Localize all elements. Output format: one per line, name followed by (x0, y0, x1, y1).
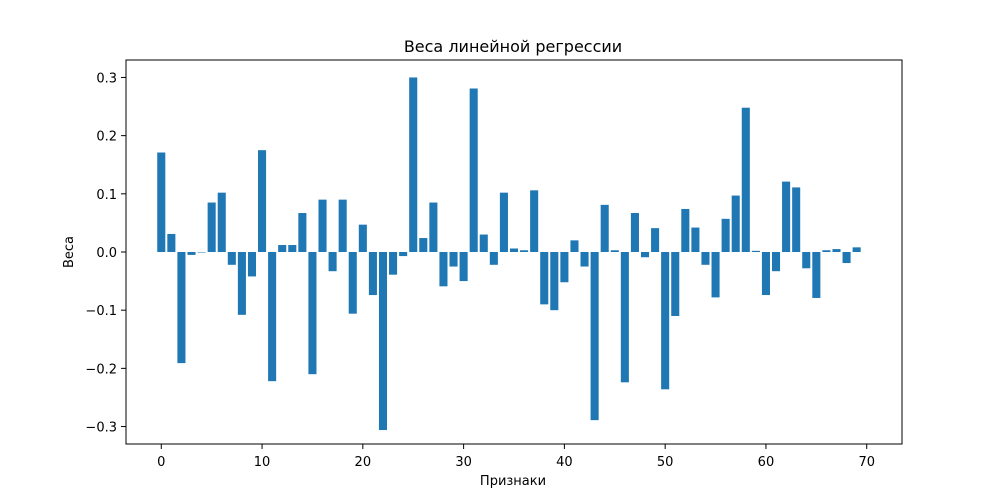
y-tick-label: −0.2 (85, 362, 117, 377)
bar-feature-48 (640, 252, 650, 258)
bar-feature-58 (741, 107, 750, 252)
bar-feature-56 (721, 218, 730, 252)
bar-feature-13 (288, 245, 297, 252)
bar-feature-4 (197, 252, 206, 253)
y-tick-label: −0.1 (85, 304, 117, 319)
bar-feature-51 (671, 252, 680, 316)
bar-feature-18 (338, 199, 347, 252)
bar-feature-36 (520, 250, 529, 252)
bar-feature-15 (308, 252, 317, 375)
bar-feature-2 (177, 252, 186, 364)
x-tick-label: 70 (858, 455, 875, 470)
bar-feature-38 (540, 252, 549, 305)
bar-feature-16 (318, 199, 327, 252)
x-tick-label: 40 (556, 455, 573, 470)
chart-title: Веса линейной регрессии (404, 37, 622, 56)
bar-group (157, 77, 861, 431)
bar-feature-63 (792, 187, 801, 252)
bar-feature-55 (711, 252, 720, 298)
y-tick-label: 0.2 (96, 130, 117, 145)
y-tick-label: 0.0 (96, 246, 117, 261)
bar-feature-61 (771, 252, 781, 272)
bar-feature-49 (651, 228, 660, 252)
bar-feature-5 (207, 202, 216, 252)
x-tick-label: 20 (355, 455, 372, 470)
bar-feature-34 (499, 192, 508, 252)
x-tick-label: 30 (455, 455, 472, 470)
bar-feature-45 (610, 250, 619, 252)
bar-feature-39 (550, 252, 559, 311)
bar-feature-42 (580, 252, 589, 267)
bar-feature-52 (681, 208, 690, 252)
bar-feature-23 (389, 252, 398, 275)
bar-feature-57 (731, 195, 740, 252)
x-tick-label: 60 (758, 455, 775, 470)
bar-feature-29 (449, 252, 458, 267)
bar-feature-27 (429, 202, 438, 252)
bar-feature-6 (217, 192, 226, 252)
bar-feature-24 (399, 252, 408, 257)
bar-feature-26 (419, 238, 428, 252)
x-axis-ticks: 0 10 20 30 40 50 60 70 (157, 444, 875, 470)
bar-feature-67 (832, 249, 841, 252)
y-tick-label: −0.3 (85, 421, 117, 436)
bar-feature-10 (258, 150, 267, 252)
bar-feature-25 (409, 77, 418, 252)
bar-feature-7 (227, 252, 236, 265)
bar-feature-59 (751, 250, 760, 252)
bar-feature-9 (247, 252, 257, 277)
y-tick-label: 0.3 (96, 71, 117, 86)
x-tick-label: 10 (254, 455, 271, 470)
bar-feature-66 (822, 250, 831, 252)
bar-feature-40 (560, 252, 569, 283)
bar-feature-3 (187, 252, 196, 255)
bar-feature-19 (348, 252, 357, 314)
bar-feature-28 (439, 252, 448, 287)
y-axis-label: Веса (62, 236, 77, 268)
bar-feature-43 (590, 252, 599, 421)
bar-feature-46 (620, 252, 629, 383)
bar-feature-8 (237, 252, 246, 315)
y-axis-ticks: −0.3 −0.2 −0.1 0.0 0.1 0.2 0.3 (85, 71, 126, 436)
bar-feature-20 (358, 224, 367, 252)
x-tick-label: 0 (157, 455, 165, 470)
bar-feature-37 (530, 190, 539, 252)
bar-feature-62 (782, 181, 791, 252)
bar-feature-50 (661, 252, 670, 390)
bar-feature-30 (459, 252, 468, 282)
bar-feature-65 (812, 252, 821, 298)
bar-feature-0 (157, 152, 166, 252)
bar-feature-17 (328, 252, 337, 272)
bar-feature-33 (489, 252, 498, 265)
bar-feature-12 (278, 245, 287, 252)
bar-feature-1 (167, 233, 176, 252)
bar-feature-69 (852, 247, 861, 252)
bar-feature-14 (298, 213, 307, 252)
x-axis-label: Признаки (480, 474, 546, 489)
x-tick-label: 50 (657, 455, 674, 470)
bar-feature-60 (761, 252, 770, 296)
bar-feature-32 (479, 234, 488, 252)
bar-feature-47 (630, 213, 639, 252)
bar-feature-53 (691, 227, 700, 252)
bar-feature-41 (570, 240, 579, 252)
bar-feature-64 (802, 252, 811, 269)
bar-feature-31 (469, 88, 478, 252)
bar-feature-11 (268, 252, 277, 382)
bar-feature-21 (368, 252, 377, 296)
bar-feature-35 (509, 248, 519, 252)
bar-feature-68 (842, 252, 851, 264)
y-tick-label: 0.1 (96, 188, 117, 203)
bar-feature-44 (600, 204, 609, 252)
bar-feature-22 (378, 252, 388, 431)
bar-feature-54 (701, 252, 710, 265)
